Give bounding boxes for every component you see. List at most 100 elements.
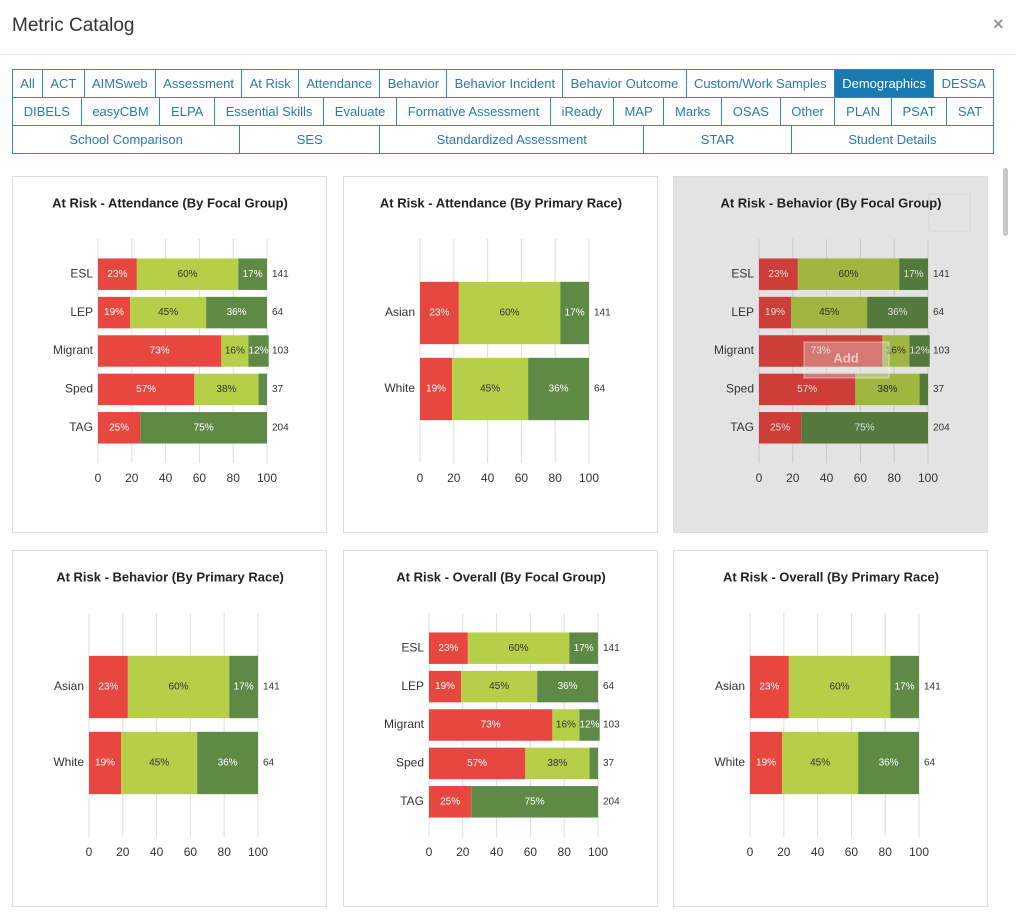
metric-card[interactable]: At Risk - Overall (By Primary Race) 0 20 40… bbox=[673, 550, 988, 907]
bar-segment bbox=[867, 296, 928, 329]
tab[interactable]: DIBELS bbox=[12, 97, 82, 126]
bar-segment bbox=[525, 747, 590, 780]
scrollbar[interactable] bbox=[1003, 168, 1008, 236]
bar-segment bbox=[89, 731, 122, 795]
row-total: 141 bbox=[594, 308, 611, 319]
segment-label: 60% bbox=[830, 682, 850, 693]
segment-label: 25% bbox=[109, 422, 129, 433]
x-tick-label: 60 bbox=[184, 845, 198, 859]
x-tick-label: 0 bbox=[756, 471, 763, 485]
x-tick-label: 80 bbox=[549, 471, 563, 485]
x-tick-label: 40 bbox=[820, 471, 834, 485]
metric-card[interactable]: At Risk - Behavior (By Focal Group) 0 20 40… bbox=[673, 176, 988, 533]
tab[interactable]: Assessment bbox=[154, 69, 243, 98]
metric-card[interactable]: At Risk - Attendance (By Primary Race) 0 2… bbox=[343, 176, 658, 533]
x-tick-label: 0 bbox=[747, 845, 754, 859]
row-total: 37 bbox=[933, 384, 945, 395]
bar-segment bbox=[130, 296, 207, 329]
tab[interactable]: MAP bbox=[612, 97, 665, 126]
tab[interactable]: Evaluate bbox=[323, 97, 398, 126]
x-tick-label: 0 bbox=[86, 845, 93, 859]
segment-label: 60% bbox=[500, 308, 520, 319]
segment-label: 45% bbox=[480, 384, 500, 395]
tab[interactable]: Essential Skills bbox=[214, 97, 325, 126]
tab[interactable]: PSAT bbox=[890, 97, 948, 126]
segment-label: 60% bbox=[509, 643, 529, 654]
metric-card[interactable]: At Risk - Attendance (By Focal Group) 0 20… bbox=[12, 176, 327, 533]
category-label: LEP bbox=[401, 679, 424, 693]
tab-bar: All ACT AIMSweb Assessment At Risk Attendance… bbox=[12, 69, 995, 154]
chart: At Risk - Attendance (By Focal Group) 0 20… bbox=[52, 195, 289, 485]
metric-card[interactable]: At Risk - Behavior (By Primary Race) 0 20 4… bbox=[12, 550, 327, 907]
tab[interactable]: AIMSweb bbox=[83, 69, 156, 98]
category-label: LEP bbox=[70, 305, 93, 319]
tab[interactable]: Demographics bbox=[833, 69, 935, 98]
tab-row: DIBELS easyCBM ELPA Essential Skills Evaluat… bbox=[12, 97, 994, 126]
category-label: Migrant bbox=[714, 343, 755, 357]
bar-segment bbox=[127, 655, 230, 719]
bar-segment bbox=[882, 335, 910, 367]
category-label: TAG bbox=[69, 420, 93, 434]
row-total: 37 bbox=[603, 758, 615, 769]
bars: 23% 60% 17% 19% 45% 36% 73% 16% 12% 57% 38% 25% 75% bbox=[759, 258, 930, 444]
category-label: White bbox=[53, 755, 84, 769]
segment-label: 19% bbox=[765, 307, 785, 318]
tab[interactable]: Marks bbox=[663, 97, 723, 126]
bar-segment bbox=[759, 412, 802, 444]
corner-button bbox=[928, 193, 971, 232]
tab[interactable]: DESSA bbox=[933, 69, 995, 98]
segment-label: 19% bbox=[95, 758, 115, 769]
tab[interactable]: Standardized Assessment bbox=[379, 125, 645, 154]
tab[interactable]: Other bbox=[779, 97, 836, 126]
tab[interactable]: PLAN bbox=[834, 97, 892, 126]
bars: 23% 60% 17% 19% 45% 36% bbox=[89, 655, 258, 795]
x-tick-label: 20 bbox=[786, 471, 800, 485]
segment-label: 12% bbox=[910, 346, 930, 357]
tab[interactable]: Attendance bbox=[298, 69, 381, 98]
tab[interactable]: All bbox=[12, 69, 44, 98]
tab[interactable]: easyCBM bbox=[80, 97, 161, 126]
segment-label: 36% bbox=[227, 307, 247, 318]
bar-segment bbox=[461, 670, 538, 703]
tab[interactable]: ACT bbox=[42, 69, 85, 98]
add-box bbox=[803, 341, 890, 379]
category-label: LEP bbox=[731, 305, 754, 319]
row-total: 141 bbox=[263, 682, 280, 693]
bar-segment bbox=[121, 731, 198, 795]
tab[interactable]: At Risk bbox=[241, 69, 300, 98]
x-tick-label: 100 bbox=[918, 471, 938, 485]
x-tick-label: 100 bbox=[588, 845, 608, 859]
tab[interactable]: Behavior Incident bbox=[446, 69, 564, 98]
tab[interactable]: OSAS bbox=[721, 97, 781, 126]
chart-title: At Risk - Attendance (By Primary Race) bbox=[380, 195, 622, 210]
row-total: 141 bbox=[272, 269, 289, 280]
tab[interactable]: SAT bbox=[946, 97, 994, 126]
metric-card[interactable]: At Risk - Overall (By Focal Group) 0 20 40 6… bbox=[343, 550, 658, 907]
bar-segment bbox=[429, 709, 553, 741]
segment-label: 45% bbox=[489, 681, 509, 692]
tab[interactable]: Behavior bbox=[379, 69, 448, 98]
x-tick-label: 20 bbox=[777, 845, 791, 859]
category-label: Asian bbox=[715, 679, 745, 693]
bar-segment bbox=[98, 258, 137, 290]
row-total: 204 bbox=[603, 796, 620, 807]
bar-segment bbox=[194, 373, 259, 406]
tab[interactable]: Custom/Work Samples bbox=[685, 69, 835, 98]
tab[interactable]: School Comparison bbox=[12, 125, 241, 154]
x-tick-label: 80 bbox=[888, 471, 902, 485]
x-tick-label: 40 bbox=[150, 845, 164, 859]
tab[interactable]: STAR bbox=[643, 125, 792, 154]
tab[interactable]: iReady bbox=[549, 97, 614, 126]
x-tick-label: 60 bbox=[845, 845, 859, 859]
tab[interactable]: ELPA bbox=[159, 97, 216, 126]
category-label: Sped bbox=[65, 382, 93, 396]
tab[interactable]: SES bbox=[239, 125, 381, 154]
bar-segment bbox=[429, 632, 468, 664]
close-button[interactable]: × bbox=[993, 14, 1004, 34]
segment-label: 57% bbox=[136, 384, 156, 395]
tab[interactable]: Student Details bbox=[790, 125, 994, 154]
add-button[interactable]: Add bbox=[833, 350, 858, 365]
tab[interactable]: Behavior Outcome bbox=[562, 69, 687, 98]
tab[interactable]: Formative Assessment bbox=[396, 97, 551, 126]
